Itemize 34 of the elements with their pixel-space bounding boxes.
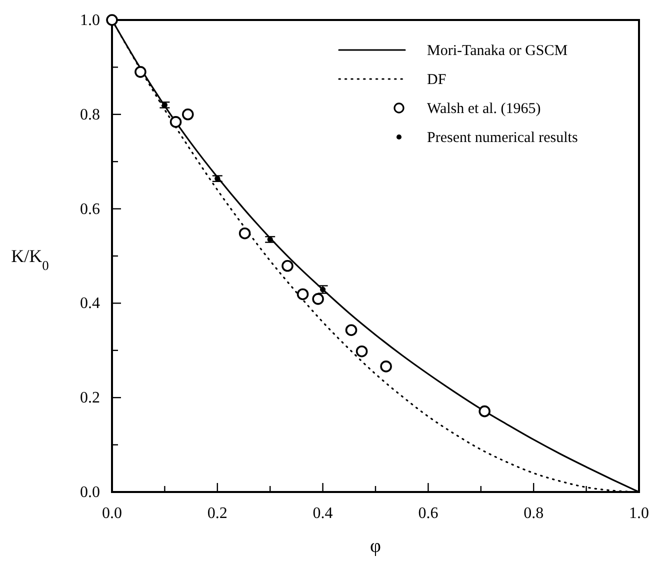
y-tick-label: 0.0 xyxy=(80,484,100,501)
point xyxy=(170,116,182,128)
point xyxy=(356,345,368,358)
x-tick-label: 0.0 xyxy=(102,505,122,522)
point xyxy=(182,108,194,120)
point xyxy=(380,360,392,372)
x-tick-label: 0.4 xyxy=(312,505,333,522)
legend-label: Present numerical results xyxy=(427,130,578,146)
point xyxy=(296,288,309,300)
point xyxy=(267,236,273,242)
point xyxy=(106,14,118,26)
y-axis-title: K/K$_{0}$ xyxy=(11,246,50,272)
point xyxy=(238,227,251,240)
legend-label: Mori-Tanaka or GSCM xyxy=(427,43,568,59)
y-tick-label: 1.0 xyxy=(80,12,100,29)
x-tick-label: 1.0 xyxy=(629,505,649,522)
y-tick-label: 0.2 xyxy=(80,390,100,407)
point xyxy=(312,293,324,305)
y-tick-label: 0.8 xyxy=(80,106,100,124)
point xyxy=(134,66,146,78)
point xyxy=(214,176,220,182)
point xyxy=(478,405,490,418)
legend-label: DF xyxy=(427,72,446,88)
point xyxy=(345,324,358,336)
x-tick-label: 0.6 xyxy=(418,505,438,522)
x-tick-label: 0.2 xyxy=(207,505,228,522)
point xyxy=(320,286,326,292)
point xyxy=(282,260,294,272)
x-tick-label: 0.8 xyxy=(524,505,544,522)
x-axis-title: φ xyxy=(370,536,382,557)
legend-label: Walsh et al. (1965) xyxy=(427,101,541,117)
y-tick-label: 0.6 xyxy=(80,200,100,218)
y-tick-label: 0.4 xyxy=(80,295,100,312)
point xyxy=(162,102,168,108)
